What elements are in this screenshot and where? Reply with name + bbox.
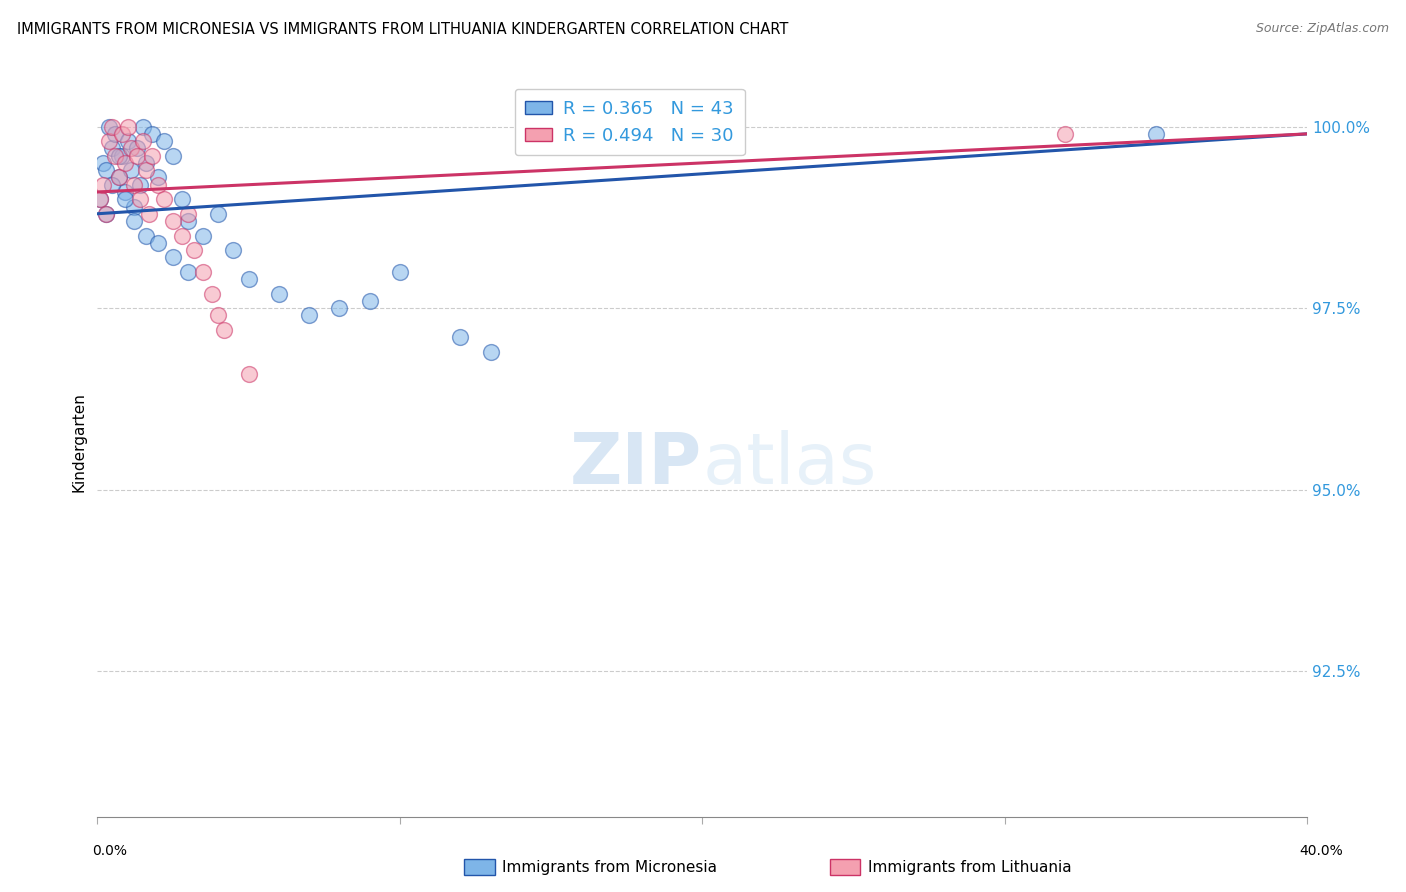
Point: [98, 134, 121, 148]
Point: [1054, 127, 1077, 141]
Text: ZIP: ZIP: [569, 431, 702, 500]
Point: [107, 170, 129, 185]
Point: [238, 272, 260, 286]
Point: [132, 120, 155, 134]
Point: [89, 192, 111, 206]
Point: [125, 149, 148, 163]
Point: [449, 330, 471, 344]
Point: [135, 163, 157, 178]
Text: 0.0%: 0.0%: [93, 844, 127, 857]
Point: [93, 156, 115, 170]
Point: [170, 192, 193, 206]
Point: [128, 178, 150, 192]
Point: [479, 344, 502, 359]
Point: [238, 367, 260, 381]
Point: [298, 309, 321, 323]
Y-axis label: Kindergarten: Kindergarten: [72, 392, 86, 492]
Point: [177, 265, 200, 279]
Point: [117, 120, 139, 134]
Point: [104, 149, 127, 163]
Point: [89, 192, 111, 206]
Text: Immigrants from Lithuania: Immigrants from Lithuania: [868, 860, 1071, 874]
Point: [114, 156, 136, 170]
Point: [153, 134, 176, 148]
Point: [93, 178, 115, 192]
Point: [388, 265, 411, 279]
Point: [132, 134, 155, 148]
Point: [101, 141, 124, 155]
Point: [183, 243, 205, 257]
Text: atlas: atlas: [702, 431, 876, 500]
Point: [141, 149, 163, 163]
Point: [146, 235, 169, 250]
Point: [114, 192, 136, 206]
Point: [359, 293, 381, 308]
Point: [146, 178, 169, 192]
Point: [214, 323, 236, 337]
Point: [135, 228, 157, 243]
Text: Source: ZipAtlas.com: Source: ZipAtlas.com: [1256, 22, 1389, 36]
Point: [96, 207, 118, 221]
Point: [101, 120, 124, 134]
Point: [207, 309, 229, 323]
Point: [110, 127, 132, 141]
Point: [193, 228, 215, 243]
Legend: R = 0.365   N = 43, R = 0.494   N = 30: R = 0.365 N = 43, R = 0.494 N = 30: [515, 89, 745, 155]
Point: [125, 141, 148, 155]
Point: [135, 156, 157, 170]
Point: [207, 207, 229, 221]
Point: [114, 185, 136, 199]
Point: [141, 127, 163, 141]
Point: [101, 178, 124, 192]
Point: [98, 120, 121, 134]
Point: [138, 207, 160, 221]
Point: [120, 163, 142, 178]
Point: [122, 214, 145, 228]
Point: [162, 250, 184, 264]
Point: [122, 178, 145, 192]
Point: [193, 265, 215, 279]
Point: [177, 207, 200, 221]
Point: [128, 192, 150, 206]
Point: [267, 286, 290, 301]
Point: [146, 170, 169, 185]
Point: [170, 228, 193, 243]
Text: 40.0%: 40.0%: [1299, 844, 1344, 857]
Point: [110, 149, 132, 163]
Point: [162, 214, 184, 228]
Point: [162, 149, 184, 163]
Point: [96, 163, 118, 178]
Point: [328, 301, 350, 315]
Point: [153, 192, 176, 206]
Point: [222, 243, 245, 257]
Point: [117, 134, 139, 148]
Point: [177, 214, 200, 228]
Point: [96, 207, 118, 221]
Text: Immigrants from Micronesia: Immigrants from Micronesia: [502, 860, 717, 874]
Text: IMMIGRANTS FROM MICRONESIA VS IMMIGRANTS FROM LITHUANIA KINDERGARTEN CORRELATION: IMMIGRANTS FROM MICRONESIA VS IMMIGRANTS…: [17, 22, 789, 37]
Point: [122, 200, 145, 214]
Point: [1144, 127, 1167, 141]
Point: [107, 149, 129, 163]
Point: [104, 127, 127, 141]
Point: [120, 141, 142, 155]
Point: [107, 170, 129, 185]
Point: [201, 286, 224, 301]
